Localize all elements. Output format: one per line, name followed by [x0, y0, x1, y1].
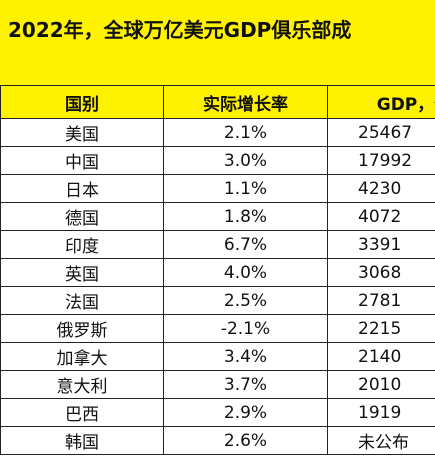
- table-cell: 印度: [0, 230, 164, 259]
- table-cell: 4.0%: [163, 258, 328, 287]
- table-cell: 2.6%: [163, 426, 328, 455]
- table-cell: 25467: [327, 118, 435, 147]
- table-row: 中国 3.0% 17992: [0, 146, 435, 175]
- table-cell: 2.9%: [163, 398, 328, 427]
- table-cell: 4230: [327, 174, 435, 203]
- table-body: 美国 2.1% 25467 中国 3.0% 17992 日本 1.1% 4230 德国 1.8% 40…: [0, 118, 435, 455]
- table-cell: 法国: [0, 286, 164, 315]
- column-header: 实际增长率: [163, 85, 328, 119]
- table-cell: 德国: [0, 202, 164, 231]
- column-header: GDP，亿: [327, 85, 435, 119]
- table-cell: 巴西: [0, 398, 164, 427]
- table-cell: -2.1%: [163, 314, 328, 343]
- table-cell: 1.1%: [163, 174, 328, 203]
- table-cell: 1919: [327, 398, 435, 427]
- table-cell: 6.7%: [163, 230, 328, 259]
- table-row: 巴西 2.9% 1919: [0, 398, 435, 427]
- table-cell: 2.1%: [163, 118, 328, 147]
- table-cell: 1.8%: [163, 202, 328, 231]
- column-header: 国别: [0, 85, 164, 119]
- table-cell: 2781: [327, 286, 435, 315]
- table-cell: 韩国: [0, 426, 164, 455]
- table-cell: 3068: [327, 258, 435, 287]
- table-cell: 2.5%: [163, 286, 328, 315]
- table-row: 日本 1.1% 4230: [0, 174, 435, 203]
- table-cell: 2010: [327, 370, 435, 399]
- table-cell: 3391: [327, 230, 435, 259]
- table-cell: 2215: [327, 314, 435, 343]
- table-row: 法国 2.5% 2781: [0, 286, 435, 315]
- table-cell: 3.7%: [163, 370, 328, 399]
- table-row: 英国 4.0% 3068: [0, 258, 435, 287]
- table-cell: 2140: [327, 342, 435, 371]
- table-cell: 未公布: [327, 426, 435, 455]
- table-row: 印度 6.7% 3391: [0, 230, 435, 259]
- table-cell: 美国: [0, 118, 164, 147]
- table-row: 美国 2.1% 25467: [0, 118, 435, 147]
- table-cell: 加拿大: [0, 342, 164, 371]
- table-cell: 意大利: [0, 370, 164, 399]
- table-cell: 3.0%: [163, 146, 328, 175]
- table-cell: 17992: [327, 146, 435, 175]
- table-cell: 4072: [327, 202, 435, 231]
- table-cell: 日本: [0, 174, 164, 203]
- table-row: 德国 1.8% 4072: [0, 202, 435, 231]
- table-cell: 英国: [0, 258, 164, 287]
- table-cell: 俄罗斯: [0, 314, 164, 343]
- table-cell: 中国: [0, 146, 164, 175]
- table-cell: 3.4%: [163, 342, 328, 371]
- title: 2022年，全球万亿美元GDP俱乐部成: [8, 18, 352, 42]
- table-row: 意大利 3.7% 2010: [0, 370, 435, 399]
- title-band: 2022年，全球万亿美元GDP俱乐部成: [0, 0, 435, 86]
- table-row: 俄罗斯 -2.1% 2215: [0, 314, 435, 343]
- table-row: 加拿大 3.4% 2140: [0, 342, 435, 371]
- table-row: 韩国 2.6% 未公布: [0, 426, 435, 455]
